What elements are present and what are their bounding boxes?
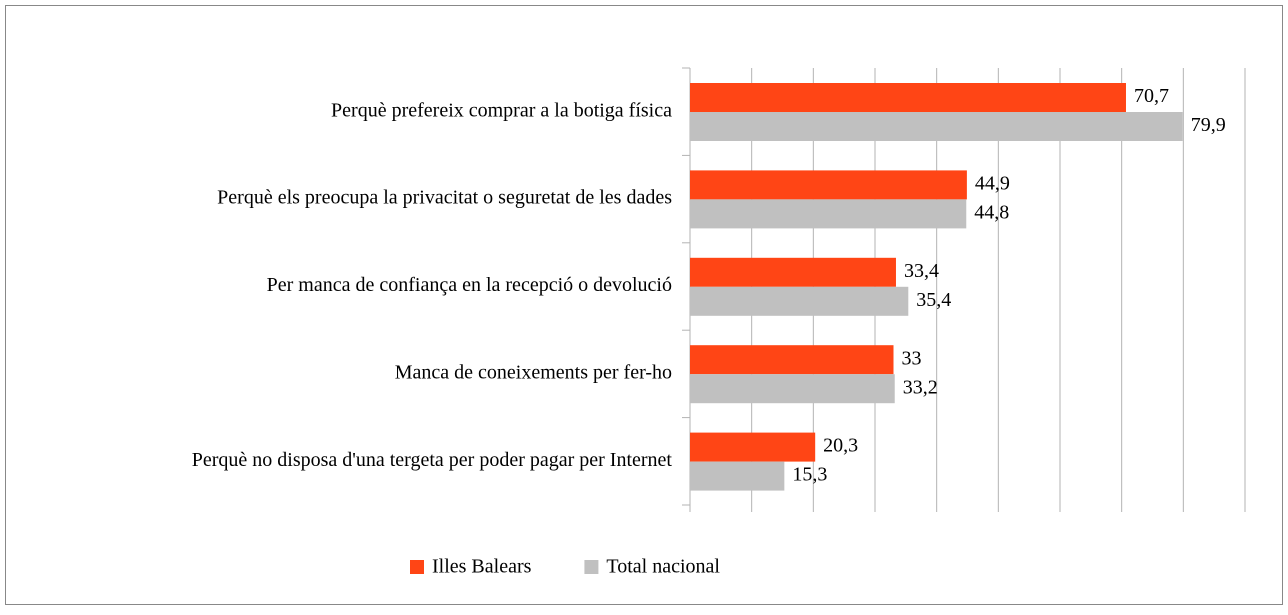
bar: [690, 461, 785, 491]
bar: [690, 199, 967, 229]
value-label: 35,4: [916, 289, 951, 311]
bar: [690, 83, 1126, 112]
category-label: Perquè els preocupa la privacitat o segu…: [217, 187, 672, 209]
value-label: 20,3: [823, 435, 858, 457]
legend-label: Illes Balears: [432, 556, 532, 578]
value-label: 70,7: [1134, 85, 1169, 107]
legend-swatch: [410, 560, 424, 574]
value-label: 79,9: [1191, 114, 1226, 136]
value-label: 33,4: [904, 260, 939, 282]
value-label: 33,2: [903, 376, 938, 398]
bar: [690, 432, 816, 462]
value-label: 15,3: [792, 464, 827, 486]
value-label: 33: [902, 347, 922, 369]
value-label: 44,8: [974, 201, 1009, 223]
category-label: Perquè no disposa d'una tergeta per pode…: [192, 449, 673, 471]
value-label: 44,9: [975, 172, 1010, 194]
bar: [690, 374, 895, 404]
bar: [690, 112, 1183, 141]
category-label: Perquè prefereix comprar a la botiga fís…: [331, 99, 672, 121]
category-label: Per manca de confiança en la recepció o …: [267, 274, 672, 296]
bar: [690, 286, 909, 316]
legend-swatch: [584, 560, 599, 574]
bar: [690, 257, 896, 287]
bar: [690, 345, 894, 375]
legend-label: Total nacional: [606, 556, 720, 578]
category-label: Manca de coneixements per fer-ho: [395, 361, 672, 383]
bar: [690, 170, 967, 200]
